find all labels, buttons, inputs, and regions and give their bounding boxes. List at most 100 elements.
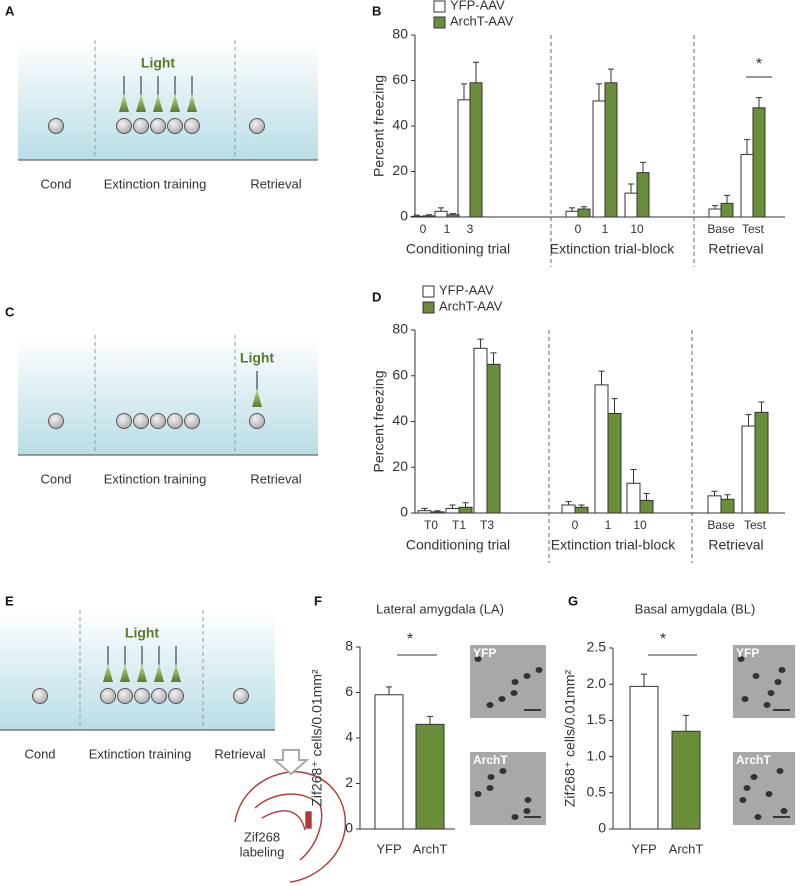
light-cone: [170, 94, 180, 112]
group-label: Retrieval: [708, 537, 763, 553]
light-cone: [119, 94, 129, 112]
error-bar: [438, 207, 444, 212]
cell: [116, 413, 132, 429]
x-tick-label: T0: [424, 518, 438, 532]
error-bar: [490, 352, 497, 365]
chart-title: Lateral amygdala (LA): [376, 601, 504, 616]
error-bar: [578, 504, 585, 508]
cell: [133, 118, 149, 134]
bar: [458, 506, 473, 514]
error-bar: [628, 183, 634, 194]
x-tick-label: T3: [480, 518, 494, 532]
y-tick-label: 6: [345, 683, 353, 699]
bar: [752, 107, 766, 218]
error-bar: [565, 501, 572, 505]
error-bar: [596, 83, 602, 101]
x-tick-label: T1: [452, 518, 466, 532]
y-tick-label: 2.0: [587, 675, 607, 691]
light-cone: [154, 664, 164, 682]
cell: [167, 118, 183, 134]
cell-stain: [474, 656, 482, 662]
error-bar: [724, 194, 730, 204]
arrow: [272, 749, 310, 776]
cell-stain: [486, 702, 494, 708]
bar: [374, 694, 404, 830]
error-bar: [427, 715, 433, 725]
cell-stain: [486, 785, 494, 791]
cell: [48, 413, 64, 429]
error-bar: [641, 673, 647, 687]
bar: [594, 384, 609, 514]
cell-stain: [739, 797, 747, 803]
y-tick-label: 2: [345, 774, 353, 790]
cell: [168, 688, 184, 704]
x-tick-label: 3: [467, 222, 474, 236]
light-cone: [137, 664, 147, 682]
error-bar: [756, 97, 762, 108]
y-tick-label: 60: [392, 366, 408, 382]
x-tick-label: ArchT: [669, 841, 704, 856]
cell: [184, 413, 200, 429]
bar: [592, 100, 606, 218]
inset-label: YFP: [736, 646, 759, 660]
inset-label: ArchT: [473, 753, 508, 767]
error-bar: [744, 139, 750, 155]
micrograph: [470, 645, 546, 718]
y-tick-label: 0: [400, 208, 408, 224]
cell-stain: [741, 696, 749, 702]
cell-stain: [752, 673, 760, 679]
cell-stain: [767, 690, 775, 696]
y-tick-label: 0: [598, 820, 606, 836]
error-bar: [581, 206, 587, 210]
cell: [100, 688, 116, 704]
bar: [626, 482, 641, 514]
group-label: Conditioning trial: [406, 537, 510, 553]
bar: [636, 172, 650, 218]
bar: [604, 82, 618, 218]
group-label: Retrieval: [708, 241, 763, 257]
cell-stain: [754, 814, 762, 820]
panel-label: F: [314, 593, 322, 608]
bar: [708, 208, 722, 218]
background: [0, 610, 275, 730]
panel-label: B: [372, 3, 381, 18]
x-tick-label: 0: [572, 518, 579, 532]
cell: [249, 413, 265, 429]
error-bar: [643, 493, 650, 501]
significance: *: [756, 56, 762, 73]
y-tick-label: 0: [400, 504, 408, 520]
error-bar: [758, 401, 765, 413]
cell: [117, 688, 133, 704]
x-tick-label: Test: [742, 222, 765, 236]
cell-stain: [524, 797, 532, 803]
y-tick-label: 0.5: [587, 784, 607, 800]
bar: [639, 499, 654, 514]
bar: [469, 82, 483, 218]
error-bar: [434, 510, 441, 512]
error-bar: [449, 504, 456, 509]
error-bar: [421, 507, 428, 511]
cell-stain: [763, 702, 771, 708]
y-tick-label: 40: [392, 117, 408, 133]
cell-stain: [780, 808, 788, 814]
cell-stain: [778, 667, 786, 673]
significance: *: [407, 631, 413, 648]
legend-swatch: [433, 0, 446, 13]
x-tick-label: YFP: [631, 841, 656, 856]
note: labeling: [240, 844, 285, 859]
bar: [486, 363, 501, 514]
cell-stain: [765, 791, 773, 797]
x-tick-label: 1: [444, 222, 451, 236]
cell-stain: [487, 774, 495, 780]
x-tick-label: 10: [630, 222, 644, 236]
light-cone: [171, 664, 181, 682]
stage-label: Cond: [24, 746, 55, 761]
y-tick-label: 1.5: [587, 711, 607, 727]
note: Zif268: [244, 829, 280, 844]
cell: [167, 413, 183, 429]
stage-label: Extinction training: [89, 746, 192, 761]
cell: [48, 118, 64, 134]
light-label: Light: [125, 625, 160, 641]
error-bar: [386, 686, 392, 695]
